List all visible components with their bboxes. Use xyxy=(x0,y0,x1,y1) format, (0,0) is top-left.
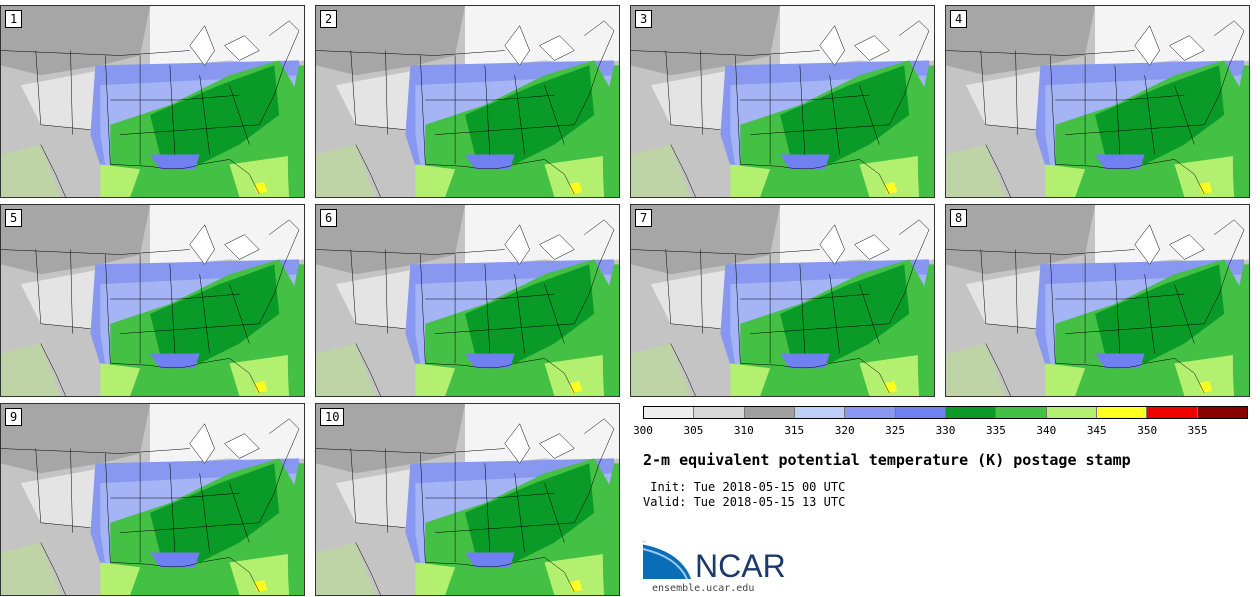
panel-number: 1 xyxy=(5,10,23,28)
colorbar-swatch xyxy=(845,407,896,418)
panel-number: 3 xyxy=(635,10,653,28)
map-panel: 7 xyxy=(630,204,935,397)
ncar-logo: NCAR xyxy=(643,541,786,581)
colorbar-tick-label: 310 xyxy=(733,424,754,437)
site-url: ensemble.ucar.edu xyxy=(652,583,755,594)
colorbar-swatch xyxy=(996,407,1047,418)
temperature-map xyxy=(946,205,1249,396)
init-time: Init: Tue 2018-05-15 00 UTC xyxy=(643,480,846,494)
map-panel: 4 xyxy=(945,5,1250,198)
panel-number: 4 xyxy=(950,10,968,28)
temperature-map xyxy=(1,6,304,197)
colorbar-tick-label: 340 xyxy=(1036,424,1057,437)
colorbar-swatch xyxy=(794,407,846,418)
temperature-map xyxy=(1,404,304,595)
map-panel: 5 xyxy=(0,204,305,397)
map-panel: 2 xyxy=(315,5,620,198)
colorbar-tick-label: 350 xyxy=(1137,424,1158,437)
colorbar-swatch xyxy=(1096,407,1148,418)
panel-number: 9 xyxy=(5,408,23,426)
colorbar-swatch xyxy=(895,407,946,418)
map-panel: 8 xyxy=(945,204,1250,397)
temperature-map xyxy=(946,6,1249,197)
map-panel: 3 xyxy=(630,5,935,198)
panel-number: 5 xyxy=(5,209,23,227)
panel-number: 8 xyxy=(950,209,968,227)
map-panel: 9 xyxy=(0,403,305,596)
temperature-map xyxy=(316,6,619,197)
map-panel: 1 xyxy=(0,5,305,198)
colorbar-tick-label: 330 xyxy=(935,424,956,437)
temperature-map xyxy=(631,205,934,396)
colorbar-swatch xyxy=(694,407,745,418)
map-panel: 10 xyxy=(315,403,620,596)
colorbar-tick-label: 315 xyxy=(784,424,805,437)
colorbar-tick-label: 325 xyxy=(885,424,906,437)
colorbar xyxy=(643,406,1248,419)
colorbar-tick-label: 300 xyxy=(633,424,653,437)
colorbar-tick-label: 320 xyxy=(834,424,855,437)
panel-number: 2 xyxy=(320,10,338,28)
panel-number: 7 xyxy=(635,209,653,227)
colorbar-swatch xyxy=(1147,407,1198,418)
colorbar-swatch xyxy=(1197,407,1247,418)
temperature-map xyxy=(1,205,304,396)
panel-number: 6 xyxy=(320,209,338,227)
colorbar-tick-label: 305 xyxy=(683,424,704,437)
temperature-map xyxy=(631,6,934,197)
panel-number: 10 xyxy=(320,408,345,426)
colorbar-swatch xyxy=(744,407,795,418)
colorbar-swatch xyxy=(1046,407,1097,418)
colorbar-tick-label: 335 xyxy=(985,424,1006,437)
ncar-logo-text: NCAR xyxy=(695,548,786,581)
colorbar-swatch xyxy=(644,407,695,418)
colorbar-tick-label: 355 xyxy=(1187,424,1208,437)
temperature-map xyxy=(316,205,619,396)
colorbar-tick-label: 345 xyxy=(1086,424,1107,437)
map-panel: 6 xyxy=(315,204,620,397)
valid-time: Valid: Tue 2018-05-15 13 UTC xyxy=(643,495,846,509)
plot-title: 2-m equivalent potential temperature (K)… xyxy=(643,451,1131,469)
colorbar-swatch xyxy=(945,407,997,418)
temperature-map xyxy=(316,404,619,595)
